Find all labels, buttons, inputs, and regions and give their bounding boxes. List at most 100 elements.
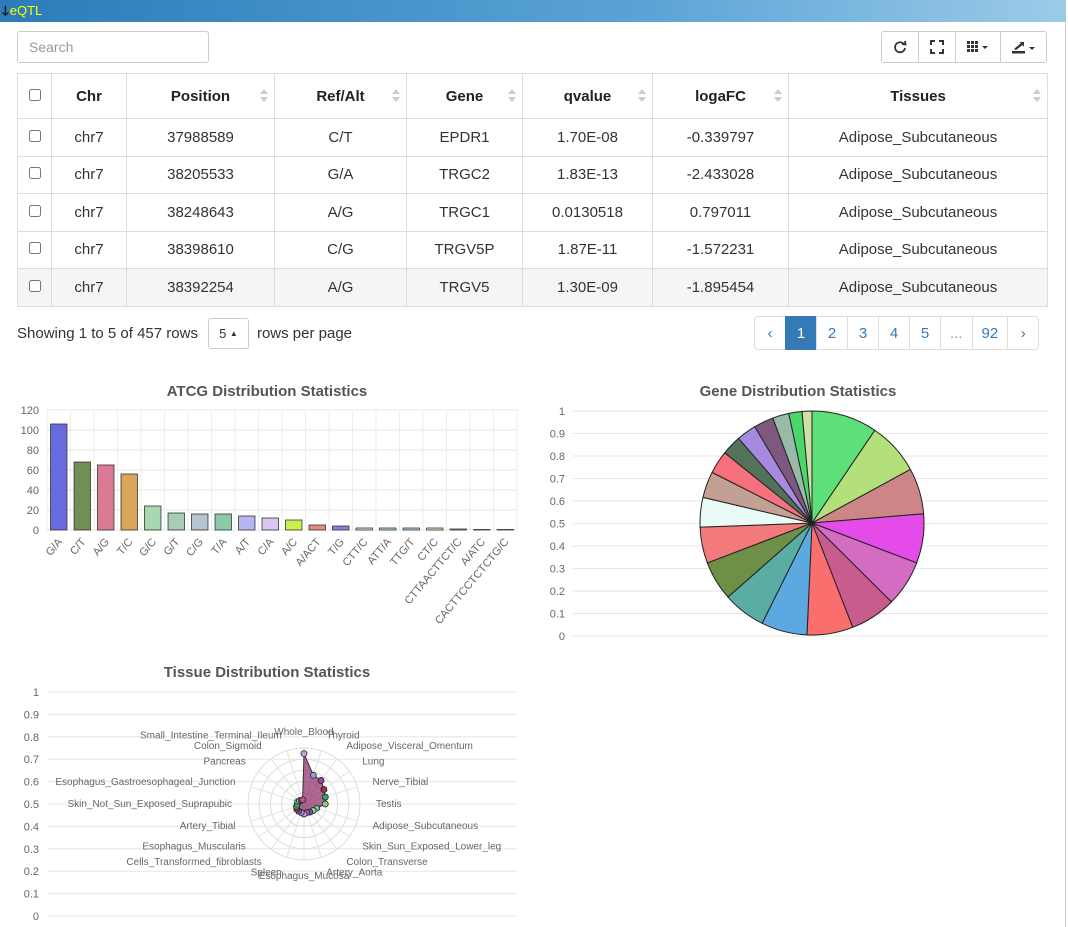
bar	[144, 505, 162, 531]
table-row[interactable]: chr7 37988589 C/T EPDR1 1.70E-08 -0.3397…	[17, 118, 1048, 157]
y-tick-label: 0.6	[24, 777, 39, 789]
bar	[261, 517, 279, 531]
bar	[50, 423, 68, 531]
col-header-refalt[interactable]: Ref/Alt	[274, 73, 407, 119]
cell-chr: chr7	[51, 193, 127, 232]
y-tick-label: 0.5	[24, 799, 39, 811]
x-tick-label: G/C	[137, 536, 159, 559]
pagination-info: Showing 1 to 5 of 457 rows 5 ▲ rows per …	[17, 317, 353, 349]
table-row[interactable]: chr7 38392254 A/G TRGV5 1.30E-09 -1.8954…	[17, 268, 1048, 307]
y-tick-label: 0.4	[24, 821, 39, 833]
table-row[interactable]: chr7 38248643 A/G TRGC1 0.0130518 0.7970…	[17, 193, 1048, 232]
page-prev-button[interactable]: ‹	[754, 316, 786, 350]
page-next-button[interactable]: ›	[1007, 316, 1040, 350]
y-tick-label: 0.3	[550, 564, 565, 576]
radar-label: Whole_Blood	[274, 727, 333, 738]
radar-spoke	[270, 758, 305, 805]
cell-refalt: C/T	[274, 118, 407, 157]
export-button[interactable]	[1000, 31, 1047, 63]
radar-point	[321, 793, 329, 801]
radar-label: Colon_Sigmoid	[194, 741, 262, 752]
row-select-cell	[17, 155, 52, 194]
x-tick-label: C/T	[68, 536, 89, 558]
cell-qvalue: 0.0130518	[522, 193, 653, 232]
cell-tissues: Adipose_Subcutaneous	[788, 230, 1048, 269]
x-tick-label: A/ACT	[294, 536, 324, 569]
y-tick-label: 0.9	[550, 429, 565, 441]
y-tick-label: 60	[27, 465, 39, 477]
radar-label: Artery_Aorta	[326, 867, 383, 878]
radar-label: Skin_Not_Sun_Exposed_Suprapubic	[67, 799, 232, 810]
pagination: ‹ 1 2 3 4 5 ... 92 ›	[754, 316, 1040, 350]
refresh-button[interactable]	[881, 31, 919, 63]
page-92-button[interactable]: 92	[971, 316, 1009, 350]
fullscreen-button[interactable]	[918, 31, 956, 63]
cell-refalt: C/G	[274, 230, 407, 269]
page-ellipsis[interactable]: ...	[940, 316, 973, 350]
fullscreen-icon	[930, 40, 944, 54]
col-header-chr[interactable]: Chr	[51, 73, 127, 119]
radar-point	[300, 750, 308, 757]
radar-label: Esophagus_Gastroesophageal_Junction	[55, 777, 235, 788]
row-select-cell	[17, 230, 52, 269]
row-select-cell	[17, 193, 52, 232]
row-checkbox[interactable]	[28, 279, 41, 292]
row-checkbox[interactable]	[28, 129, 41, 142]
bar	[120, 473, 138, 531]
page-2-button[interactable]: 2	[816, 316, 848, 350]
col-header-qvalue[interactable]: qvalue	[522, 73, 653, 119]
radar-label: Small_Intestine_Terminal_Ileum	[140, 731, 282, 742]
row-checkbox[interactable]	[28, 167, 41, 180]
columns-button[interactable]	[955, 31, 1001, 63]
row-checkbox[interactable]	[28, 204, 41, 217]
radar-point	[317, 777, 325, 784]
row-checkbox[interactable]	[28, 242, 41, 255]
y-tick-label: 0	[559, 631, 565, 643]
select-all-checkbox[interactable]	[28, 88, 41, 101]
cell-position: 37988589	[126, 118, 275, 157]
page-5-button[interactable]: 5	[909, 316, 941, 350]
y-tick-label: 40	[27, 485, 39, 497]
panel-header[interactable]: 🡓eQTL	[0, 0, 1066, 22]
y-tick-label: 0.7	[550, 474, 565, 486]
x-tick-label: A/C	[279, 536, 300, 558]
y-tick-label: 0.6	[550, 496, 565, 508]
search-input[interactable]	[17, 31, 209, 63]
cell-chr: chr7	[51, 118, 127, 157]
cell-position: 38392254	[126, 268, 275, 307]
export-icon	[1011, 41, 1035, 53]
page-size-dropdown[interactable]: 5 ▲	[207, 317, 249, 349]
cell-gene: TRGV5	[406, 268, 523, 307]
radar-label: Thyroid	[326, 731, 359, 742]
rows-per-page-text: rows per page	[256, 324, 353, 342]
col-header-position[interactable]: Position	[126, 73, 275, 119]
cell-chr: chr7	[51, 230, 127, 269]
y-tick-label: 0.5	[550, 519, 565, 531]
x-tick-label: T/C	[115, 536, 136, 557]
col-header-gene[interactable]: Gene	[406, 73, 523, 119]
y-tick-label: 20	[27, 505, 39, 517]
collapse-arrow-icon[interactable]: 🡓	[2, 3, 9, 18]
sort-icon	[638, 89, 646, 103]
radar-point	[320, 786, 328, 793]
cell-position: 38248643	[126, 193, 275, 232]
bar	[496, 529, 514, 531]
bar	[332, 525, 350, 531]
col-header-logafc[interactable]: logaFC	[652, 73, 789, 119]
cell-gene: TRGC2	[406, 155, 523, 194]
table-row[interactable]: chr7 38398610 C/G TRGV5P 1.87E-11 -1.572…	[17, 230, 1048, 269]
col-header-tissues[interactable]: Tissues	[788, 73, 1048, 119]
table-toolbar	[881, 31, 1047, 63]
page-3-button[interactable]: 3	[847, 316, 879, 350]
radar-label: Adipose_Subcutaneous	[372, 821, 478, 832]
y-tick-label: 0.3	[24, 844, 39, 856]
page-4-button[interactable]: 4	[878, 316, 910, 350]
y-tick-label: 0.4	[550, 541, 565, 553]
cell-qvalue: 1.87E-11	[522, 230, 653, 269]
table-row[interactable]: chr7 38205533 G/A TRGC2 1.83E-13 -2.4330…	[17, 155, 1048, 194]
cell-chr: chr7	[51, 155, 127, 194]
sort-icon	[508, 89, 516, 103]
page-1-button[interactable]: 1	[785, 316, 817, 350]
columns-icon	[967, 41, 988, 52]
